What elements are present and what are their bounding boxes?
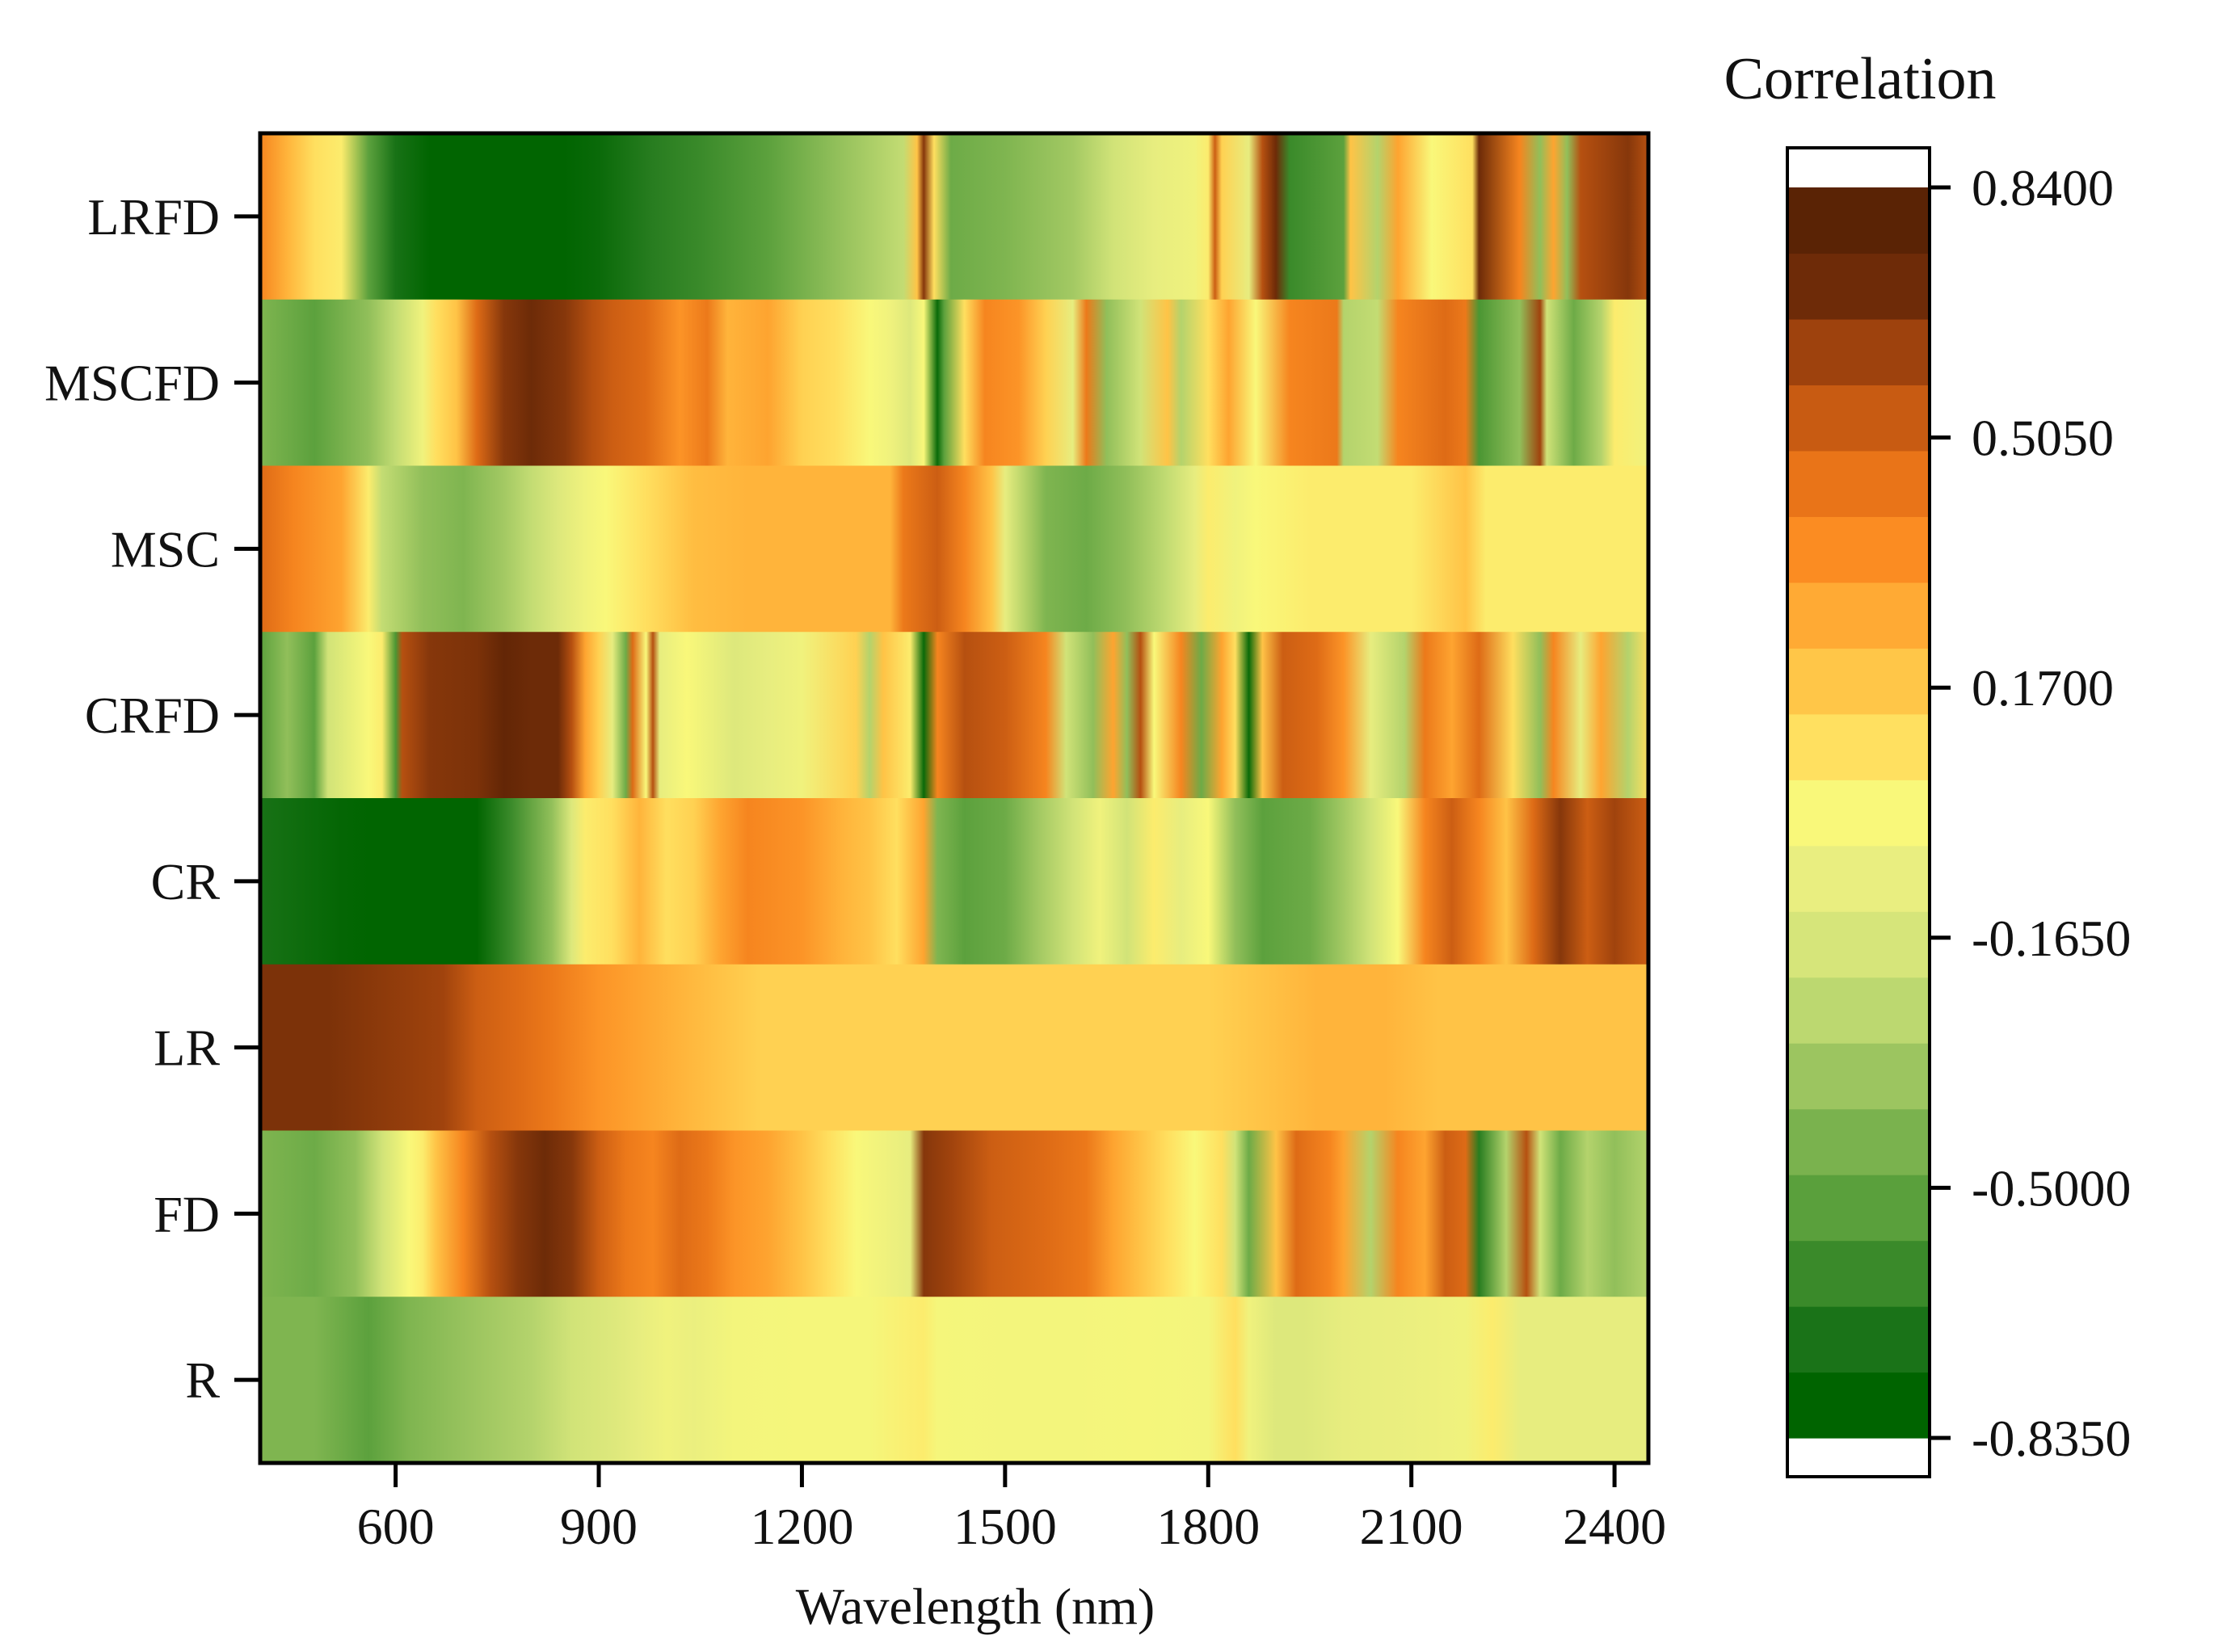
x-tick-label: 1800 <box>1156 1498 1260 1555</box>
colorbar-title: Correlation <box>1724 46 1996 112</box>
heatmap-row-lr <box>260 964 1648 1131</box>
colorbar-tick-label: 0.1700 <box>1972 659 2114 717</box>
heatmap-row-crfd <box>260 632 1648 799</box>
colorbar-segment <box>1787 780 1930 847</box>
colorbar-segment <box>1787 187 1930 254</box>
heatmap-row-r <box>260 1297 1648 1464</box>
colorbar-segment <box>1787 582 1930 649</box>
x-axis: 600 900 1200 1500 1800 2100 2400 <box>357 1463 1666 1555</box>
colorbar-segment <box>1787 713 1930 780</box>
x-tick-label: 2400 <box>1563 1498 1666 1555</box>
row-label-msc: MSC <box>111 520 220 578</box>
x-axis-title: Wavelength (nm) <box>796 1578 1155 1635</box>
colorbar-frame <box>1786 146 1931 1478</box>
x-tick-label: 900 <box>560 1498 638 1555</box>
colorbar: 0.8400 0.5050 0.1700 -0.1650 -0.5000 -0.8350 <box>1786 146 2131 1478</box>
x-tick-label: 600 <box>357 1498 435 1555</box>
plot-frame <box>258 131 1651 1465</box>
heatmap-row-cr <box>260 798 1648 965</box>
colorbar-segment <box>1787 1240 1930 1307</box>
row-label-lrfd: LRFD <box>87 188 220 246</box>
colorbar-segment <box>1787 977 1930 1044</box>
colorbar-tick-label: 0.8400 <box>1972 159 2114 216</box>
colorbar-segment <box>1787 648 1930 715</box>
x-tick-label: 1500 <box>953 1498 1057 1555</box>
colorbar-segment <box>1787 1175 1930 1242</box>
colorbar-tick-label: -0.8350 <box>1972 1410 2131 1467</box>
colorbar-tick-label: 0.5050 <box>1972 410 2114 467</box>
row-label-fd: FD <box>154 1185 220 1242</box>
heatmap-row-lrfd <box>260 133 1648 301</box>
row-label-mscfd: MSCFD <box>44 355 220 412</box>
x-tick-label: 1200 <box>750 1498 853 1555</box>
colorbar-segment <box>1787 516 1930 583</box>
colorbar-segment <box>1787 253 1930 320</box>
colorbar-tick-label: -0.1650 <box>1972 910 2131 967</box>
colorbar-segment <box>1787 845 1930 912</box>
heatmap-row-fd <box>260 1130 1648 1297</box>
heatmap-row-msc <box>260 465 1648 633</box>
colorbar-segment <box>1787 1043 1930 1110</box>
heatmap-rows <box>260 133 1648 1464</box>
row-label-crfd: CRFD <box>85 687 220 744</box>
colorbar-segment <box>1787 1306 1930 1373</box>
colorbar-segment <box>1787 318 1930 386</box>
colorbar-segment <box>1787 1108 1930 1175</box>
colorbar-segment <box>1787 911 1930 978</box>
colorbar-tick-label: -0.5000 <box>1972 1159 2131 1217</box>
colorbar-segment <box>1787 1372 1930 1439</box>
colorbar-segment <box>1787 385 1930 452</box>
row-label-r: R <box>185 1351 220 1409</box>
x-tick-label: 2100 <box>1360 1498 1463 1555</box>
row-label-lr: LR <box>154 1019 220 1077</box>
row-label-cr: CR <box>151 853 221 910</box>
colorbar-segment <box>1787 450 1930 517</box>
heatmap-row-mscfd <box>260 299 1648 466</box>
